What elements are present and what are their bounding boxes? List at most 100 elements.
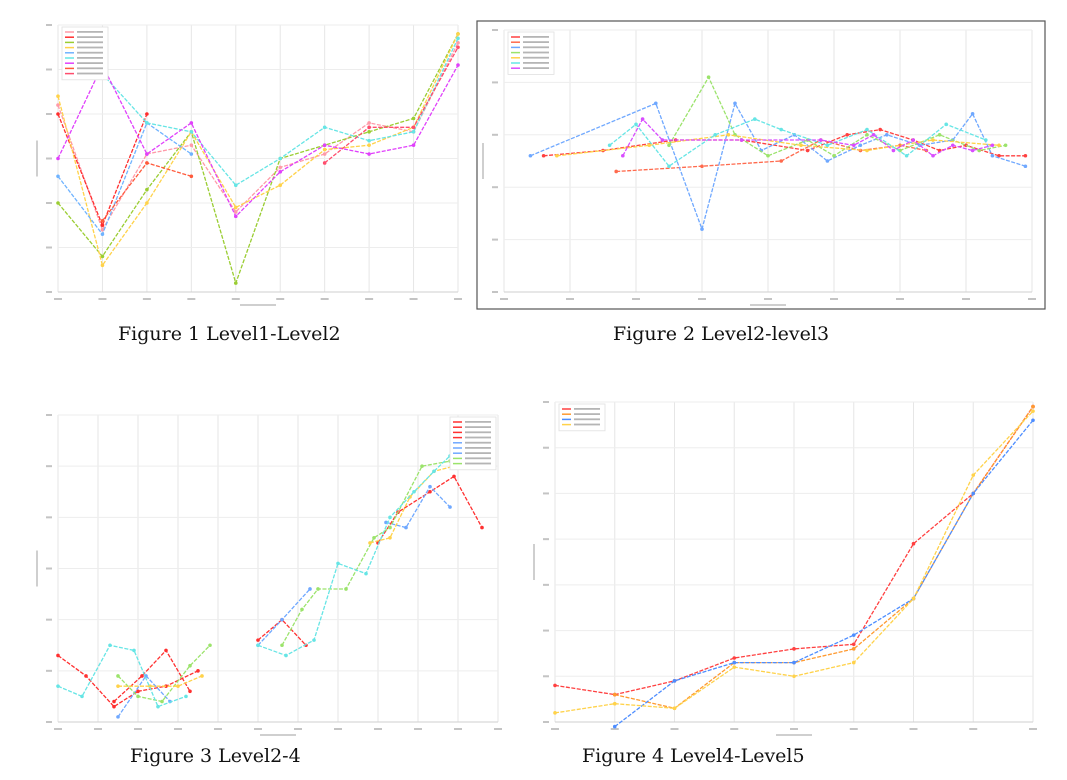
y-tick-label	[543, 721, 549, 723]
y-tick-label	[492, 133, 498, 136]
data-point	[364, 571, 368, 576]
data-point	[112, 704, 116, 709]
data-point	[726, 133, 731, 137]
legend-label	[523, 46, 549, 49]
data-point	[700, 227, 704, 231]
y-axis-title	[36, 550, 38, 587]
data-point	[871, 133, 876, 137]
data-point	[700, 164, 704, 169]
data-point	[607, 143, 612, 148]
series-line	[118, 675, 203, 687]
data-point	[553, 711, 557, 715]
x-axis-title	[260, 734, 296, 736]
data-point	[706, 75, 711, 79]
data-point	[189, 143, 194, 147]
x-tick-label	[551, 728, 559, 730]
y-tick-label	[543, 629, 549, 632]
data-point	[621, 153, 625, 158]
data-point	[480, 525, 484, 530]
series-line	[57, 42, 459, 231]
data-point	[739, 138, 744, 142]
data-point	[312, 638, 316, 642]
data-point	[388, 525, 392, 530]
data-point	[278, 165, 283, 170]
data-point	[56, 653, 60, 658]
y-tick-label	[492, 186, 498, 189]
data-point	[164, 648, 168, 653]
data-point	[647, 143, 651, 148]
y-tick-label	[46, 669, 52, 672]
series-line	[543, 128, 1026, 157]
data-point	[56, 201, 60, 205]
x-tick-label	[320, 298, 329, 300]
figure-3-caption: Figure 3 Level2-4	[130, 745, 301, 767]
y-tick-label	[46, 414, 52, 416]
data-point	[448, 505, 452, 509]
data-point	[368, 541, 372, 545]
data-point	[792, 660, 796, 665]
x-tick-label	[334, 728, 342, 730]
data-point	[898, 143, 902, 148]
chart-svg	[533, 401, 1037, 736]
legend-label	[523, 51, 549, 54]
legend-label	[523, 36, 549, 38]
data-point	[372, 536, 376, 540]
data-point	[851, 642, 856, 647]
y-tick-label	[46, 291, 52, 293]
data-point	[428, 489, 432, 494]
data-point	[233, 281, 238, 285]
data-point	[528, 153, 533, 158]
series-line	[609, 118, 987, 167]
data-point	[367, 125, 371, 130]
data-point	[845, 133, 849, 137]
data-point	[80, 694, 84, 699]
data-point	[1003, 143, 1008, 148]
data-point	[851, 647, 856, 651]
series-line	[57, 654, 199, 708]
data-point	[189, 130, 194, 134]
series-line	[57, 64, 459, 218]
data-point	[937, 133, 942, 137]
data-point	[931, 153, 935, 158]
x-tick-label	[896, 298, 904, 300]
y-tick-label	[46, 68, 52, 71]
data-point	[100, 219, 105, 223]
data-point	[555, 153, 559, 158]
data-point	[136, 689, 140, 694]
data-point	[612, 724, 617, 729]
data-point	[116, 674, 120, 678]
x-tick-label	[698, 298, 706, 300]
figure-1-chart	[30, 15, 472, 310]
legend-label	[523, 56, 549, 59]
data-point	[145, 121, 149, 125]
y-tick-label	[543, 583, 549, 586]
data-point	[100, 232, 105, 236]
data-point	[904, 153, 909, 158]
series-line	[257, 619, 307, 646]
data-point	[145, 161, 149, 165]
y-tick-label	[543, 446, 549, 449]
y-tick-label	[46, 113, 52, 115]
data-point	[456, 41, 460, 45]
data-point	[951, 143, 955, 148]
x-tick-label	[214, 728, 222, 730]
series-line	[554, 406, 1034, 696]
x-tick-label	[142, 298, 151, 300]
data-point	[971, 491, 976, 496]
data-point	[612, 692, 617, 697]
series-line	[57, 33, 459, 284]
data-point	[944, 122, 948, 127]
data-point	[188, 663, 192, 668]
data-point	[256, 638, 260, 642]
y-tick-label	[46, 465, 52, 468]
data-point	[614, 169, 618, 174]
legend-label	[465, 426, 491, 428]
x-tick-label	[1028, 298, 1036, 300]
data-point	[56, 156, 60, 161]
data-point	[832, 153, 836, 158]
data-point	[779, 159, 783, 163]
data-point	[316, 587, 320, 591]
data-point	[858, 143, 863, 148]
x-tick-label	[134, 728, 142, 730]
legend-label	[465, 431, 491, 434]
